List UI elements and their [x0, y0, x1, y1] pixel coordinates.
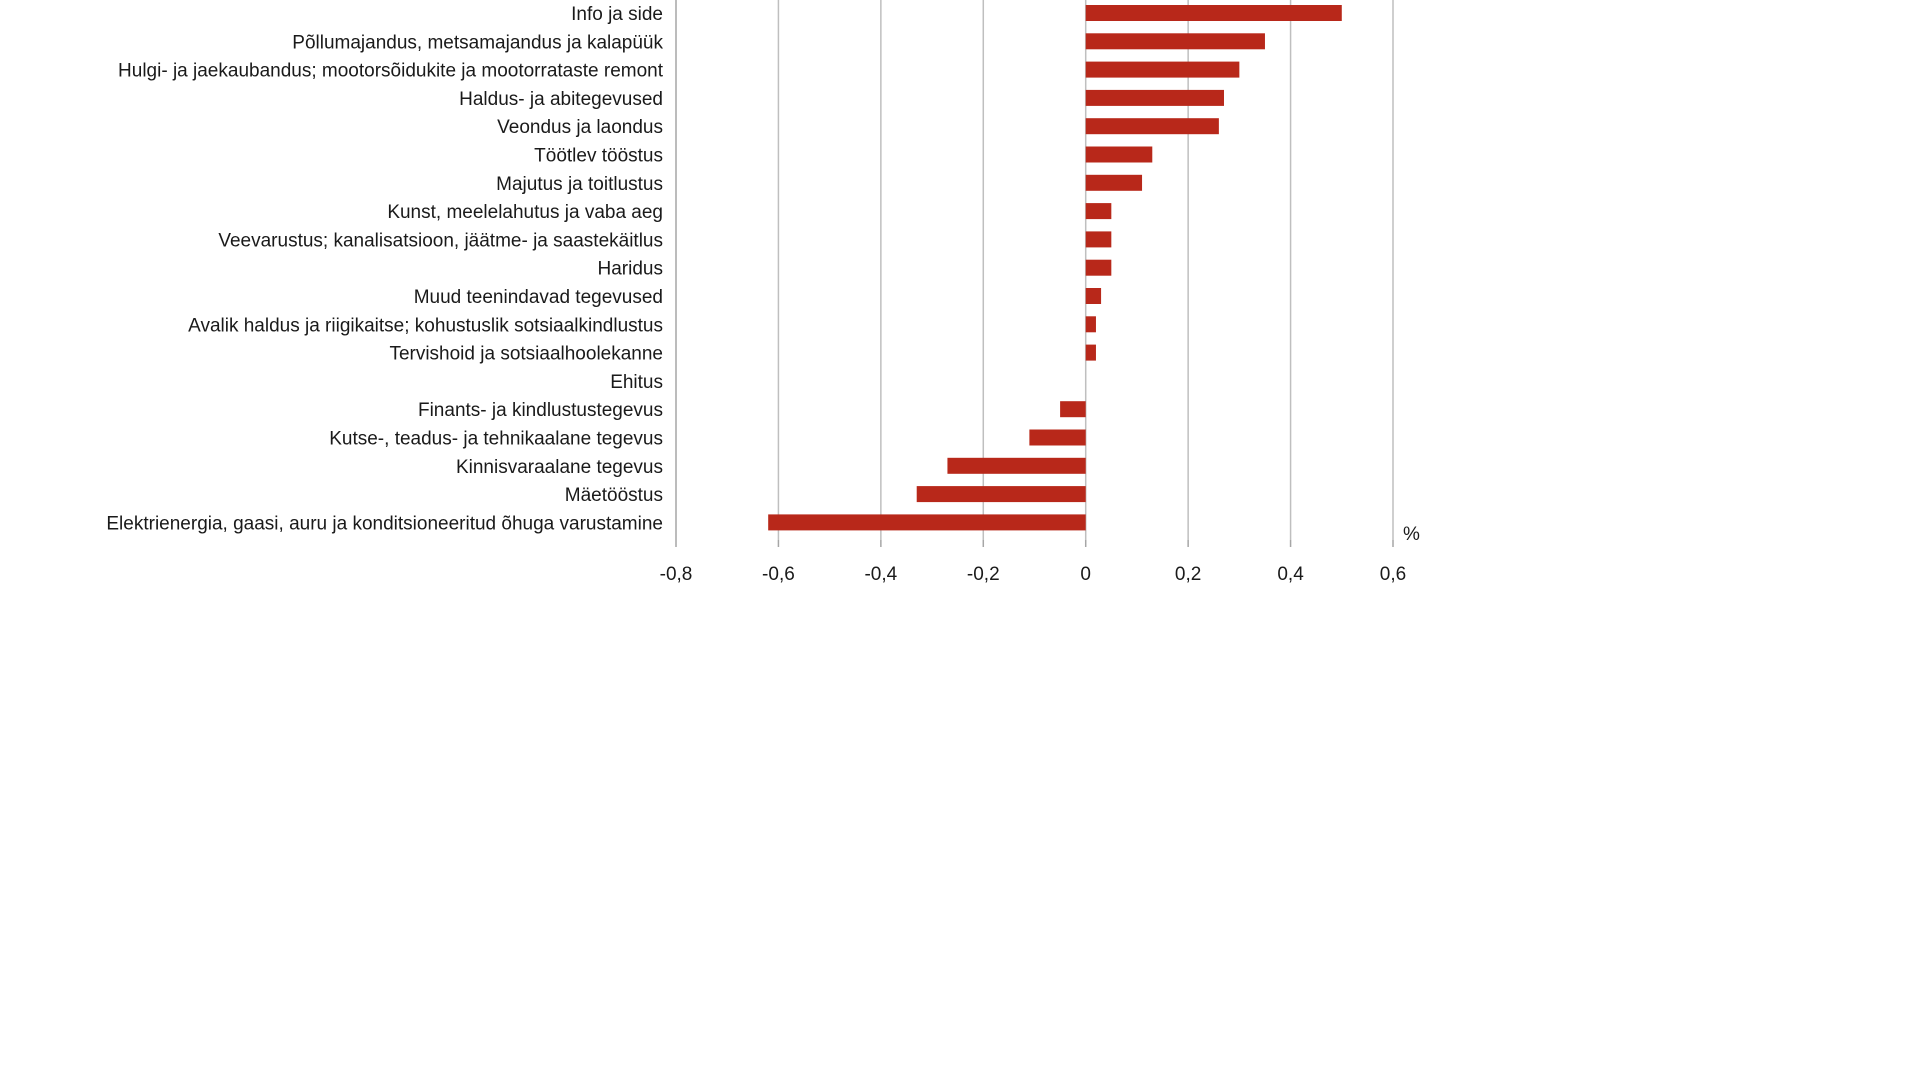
category-label: Veondus ja laondus [497, 117, 663, 138]
category-label: Kunst, meelelahutus ja vaba aeg [387, 202, 663, 223]
bar [1060, 401, 1086, 418]
bar [1085, 316, 1096, 333]
x-tick-label: -0,6 [762, 564, 795, 585]
category-label: Tervishoid ja sotsiaalhoolekanne [389, 344, 663, 365]
bar [1085, 344, 1096, 361]
bar [1085, 118, 1219, 135]
bar [1085, 288, 1102, 304]
bar [1085, 61, 1240, 78]
bar [916, 486, 1086, 503]
category-label: Elektrienergia, gaasi, auru ja konditsio… [106, 513, 663, 534]
x-tick-label: 0,6 [1380, 564, 1406, 585]
bar [1085, 174, 1143, 191]
x-tick-label: -0,8 [660, 564, 693, 585]
category-label: Info ja side [571, 4, 663, 25]
x-tick-label: -0,4 [864, 564, 897, 585]
category-label: Kinnisvaraalane tegevus [456, 457, 663, 478]
category-label: Hulgi- ja jaekaubandus; mootorsõidukite … [118, 61, 664, 82]
bar [1085, 146, 1153, 163]
category-label: Ehitus [610, 372, 663, 393]
category-label: Avalik haldus ja riigikaitse; kohustusli… [188, 315, 663, 336]
x-tick-label: 0,4 [1277, 564, 1304, 585]
bar [1085, 203, 1112, 220]
category-label: Veevarustus; kanalisatsioon, jäätme- ja … [218, 230, 663, 251]
x-tick-label: -0,2 [967, 564, 1000, 585]
bar [1029, 429, 1086, 446]
bar [1085, 5, 1342, 21]
bar [947, 457, 1086, 474]
bar [1085, 259, 1112, 276]
bar [1085, 89, 1224, 106]
x-tick-label: 0 [1080, 564, 1091, 585]
category-label: Finants- ja kindlustustegevus [418, 400, 663, 421]
unit-label: % [1403, 524, 1420, 545]
category-label: Haridus [598, 259, 663, 280]
category-label: Muud teenindavad tegevused [414, 287, 663, 308]
bar [1085, 33, 1265, 50]
category-label: Majutus ja toitlustus [496, 174, 663, 195]
x-tick-label: 0,2 [1175, 564, 1201, 585]
category-label: Põllumajandus, metsamajandus ja kalapüük [292, 32, 663, 53]
category-label: Kutse-, teadus- ja tehnikaalane tegevus [329, 429, 663, 450]
bar [768, 514, 1086, 531]
category-label: Haldus- ja abitegevused [459, 89, 663, 110]
category-label: Töötlev tööstus [534, 146, 663, 167]
category-label: Mäetööstus [565, 485, 663, 506]
bar [1085, 231, 1112, 248]
